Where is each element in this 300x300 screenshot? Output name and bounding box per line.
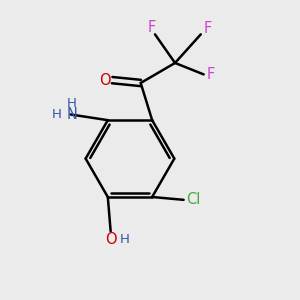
Text: O: O	[99, 73, 111, 88]
Text: F: F	[207, 67, 215, 82]
Text: O: O	[105, 232, 116, 247]
Text: Cl: Cl	[186, 192, 201, 207]
Text: H: H	[51, 108, 61, 121]
Text: N: N	[67, 107, 77, 122]
Text: H: H	[120, 233, 130, 246]
Text: F: F	[204, 21, 212, 36]
Text: F: F	[148, 20, 156, 35]
Text: H: H	[67, 97, 77, 110]
